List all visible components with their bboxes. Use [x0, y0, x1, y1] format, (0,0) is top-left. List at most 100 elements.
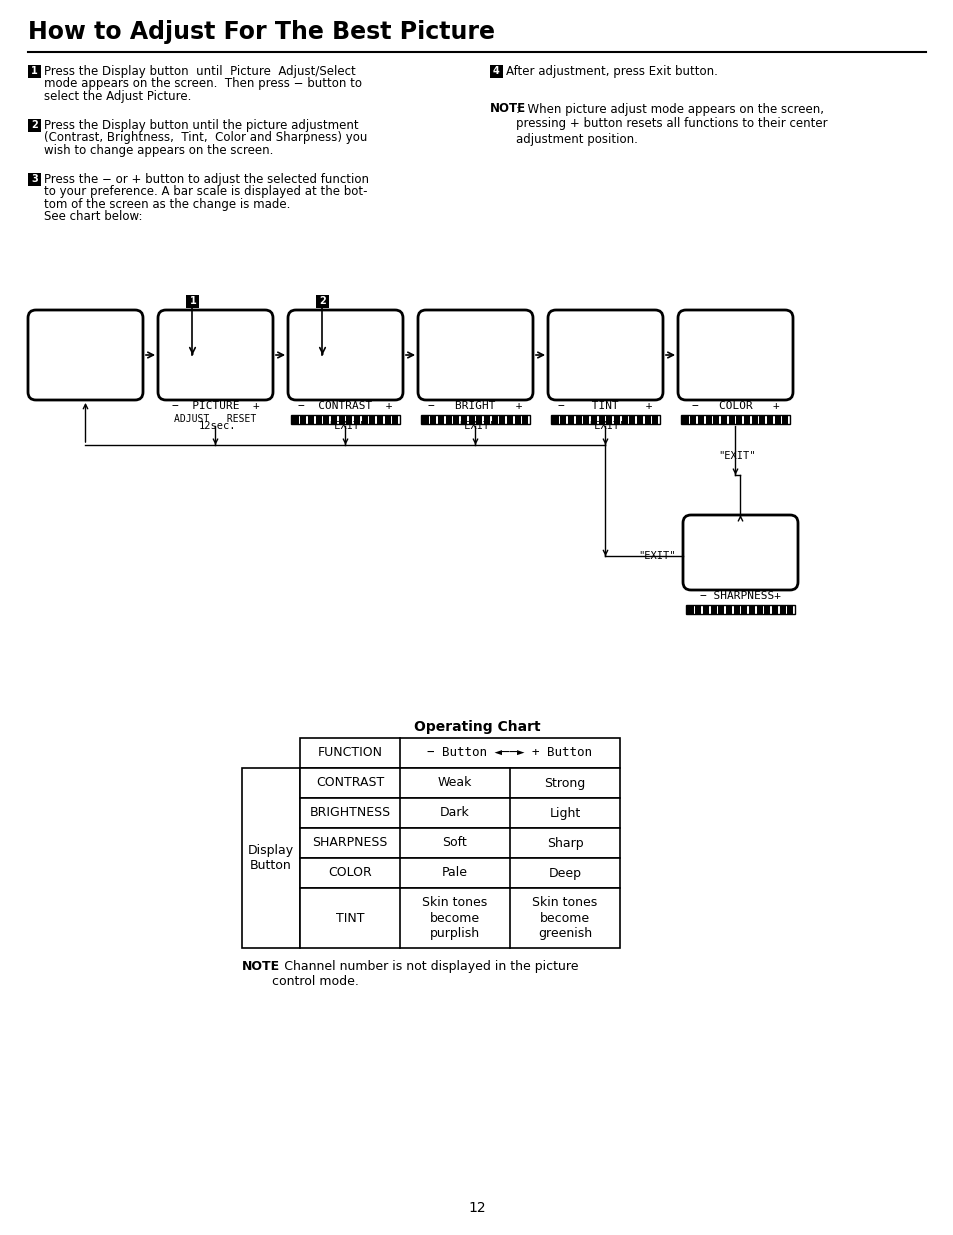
Text: 2: 2	[319, 296, 326, 306]
Bar	[598, 415, 604, 424]
Text: CONTRAST: CONTRAST	[315, 777, 384, 789]
Text: FUNCTION: FUNCTION	[317, 746, 382, 760]
Bar	[713, 415, 719, 424]
Text: :  Channel number is not displayed in the picture
control mode.: : Channel number is not displayed in the…	[272, 960, 578, 988]
Bar	[28, 119, 41, 132]
Bar	[575, 415, 581, 424]
Text: Press the − or + button to adjust the selected function: Press the − or + button to adjust the se…	[44, 173, 369, 186]
Bar	[299, 798, 619, 827]
Bar	[681, 415, 688, 424]
Text: :  When picture adjust mode appears on the screen,
pressing + button resets all : : When picture adjust mode appears on th…	[516, 103, 827, 146]
Text: 2: 2	[31, 121, 38, 131]
Text: tom of the screen as the change is made.: tom of the screen as the change is made.	[44, 198, 290, 211]
Text: Skin tones
become
greenish: Skin tones become greenish	[532, 897, 597, 940]
FancyBboxPatch shape	[288, 310, 402, 400]
FancyBboxPatch shape	[158, 310, 273, 400]
Bar	[299, 858, 619, 888]
Text: Display
Button: Display Button	[248, 844, 294, 872]
Bar	[702, 605, 708, 614]
Bar	[291, 415, 399, 424]
Text: −  PICTURE  +: − PICTURE +	[172, 401, 259, 411]
Bar	[316, 295, 329, 308]
Bar	[728, 415, 734, 424]
Text: NOTE: NOTE	[242, 960, 280, 973]
Text: "EXIT": "EXIT"	[458, 421, 496, 431]
Bar	[763, 605, 770, 614]
Bar	[687, 605, 693, 614]
Text: "EXIT": "EXIT"	[718, 451, 756, 461]
Bar	[551, 415, 659, 424]
Bar	[392, 415, 398, 424]
Bar	[644, 415, 650, 424]
Text: −    TINT    +: − TINT +	[558, 401, 652, 411]
Text: (Contrast, Brightness,  Tint,  Color and Sharpness) you: (Contrast, Brightness, Tint, Color and S…	[44, 131, 367, 144]
Bar	[766, 415, 772, 424]
Text: ADJUST   RESET: ADJUST RESET	[174, 414, 256, 424]
Bar	[680, 415, 789, 424]
Bar	[740, 605, 746, 614]
Bar	[299, 768, 619, 798]
Bar	[186, 295, 199, 308]
FancyBboxPatch shape	[28, 310, 143, 400]
Text: Sharp: Sharp	[546, 836, 582, 850]
Text: Soft: Soft	[442, 836, 467, 850]
Text: − SHARPNESS+: − SHARPNESS+	[700, 592, 781, 601]
Bar	[242, 768, 299, 948]
Bar	[498, 415, 505, 424]
Bar	[756, 605, 762, 614]
Bar	[698, 415, 703, 424]
Text: COLOR: COLOR	[328, 867, 372, 879]
FancyBboxPatch shape	[417, 310, 533, 400]
Bar	[559, 415, 566, 424]
Bar	[422, 415, 428, 424]
Bar	[476, 415, 482, 424]
Bar	[299, 888, 619, 948]
Bar	[483, 415, 490, 424]
Bar	[460, 415, 467, 424]
Text: See chart below:: See chart below:	[44, 210, 142, 224]
Text: BRIGHTNESS: BRIGHTNESS	[309, 806, 390, 820]
Bar	[743, 415, 749, 424]
Bar	[445, 415, 451, 424]
Bar	[614, 415, 619, 424]
Bar	[299, 739, 619, 768]
Bar	[725, 605, 731, 614]
Bar	[781, 415, 788, 424]
Bar	[453, 415, 459, 424]
FancyBboxPatch shape	[678, 310, 792, 400]
Bar	[736, 415, 741, 424]
Bar	[361, 415, 368, 424]
Text: 12: 12	[468, 1200, 485, 1215]
FancyBboxPatch shape	[547, 310, 662, 400]
Text: 3: 3	[31, 174, 38, 184]
Text: 1: 1	[190, 296, 196, 306]
Text: "EXIT": "EXIT"	[638, 551, 675, 561]
Bar	[299, 827, 619, 858]
Bar	[468, 415, 475, 424]
Bar	[567, 415, 574, 424]
Text: 1: 1	[31, 67, 38, 77]
Bar	[490, 65, 502, 78]
Bar	[331, 415, 336, 424]
Bar	[582, 415, 589, 424]
Text: SHARPNESS: SHARPNESS	[312, 836, 387, 850]
Text: Weak: Weak	[437, 777, 472, 789]
Bar	[621, 415, 627, 424]
Bar	[323, 415, 329, 424]
Text: −   COLOR   +: − COLOR +	[691, 401, 779, 411]
Bar	[506, 415, 513, 424]
Text: Press the Display button  until  Picture  Adjust/Select: Press the Display button until Picture A…	[44, 65, 355, 78]
Bar	[376, 415, 383, 424]
FancyBboxPatch shape	[682, 515, 797, 590]
Bar	[652, 415, 658, 424]
Bar	[293, 415, 298, 424]
Bar	[384, 415, 391, 424]
Text: Dark: Dark	[439, 806, 470, 820]
Bar	[710, 605, 716, 614]
Bar	[705, 415, 711, 424]
Bar	[779, 605, 785, 614]
Text: select the Adjust Picture.: select the Adjust Picture.	[44, 90, 192, 103]
Bar	[522, 415, 528, 424]
Bar	[720, 415, 726, 424]
Bar	[552, 415, 558, 424]
